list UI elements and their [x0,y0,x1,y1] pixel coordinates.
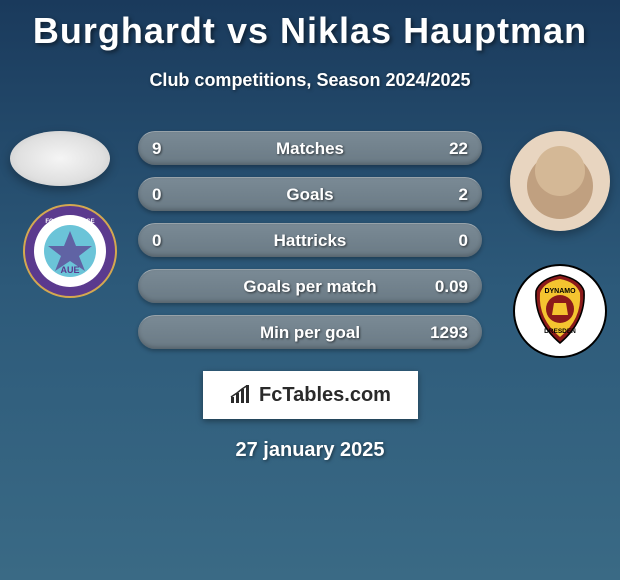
chart-icon [229,385,253,405]
stats-area: AUE FC ERZGEBIRGE DYNAMO DRESDEN 9 Match… [0,131,620,361]
date-text: 27 january 2025 [0,439,620,462]
brand-content: FcTables.com [229,384,391,407]
stats-rows: 9 Matches 22 0 Goals 2 0 Hattricks 0 Goa… [138,131,482,361]
stat-label: Goals [138,185,482,205]
player1-club-badge: AUE FC ERZGEBIRGE [20,201,120,301]
player1-name: Burghardt [33,10,216,51]
stat-label: Matches [138,139,482,159]
vs-text: vs [227,10,269,51]
stat-row-mpg: Min per goal 1293 [138,315,482,349]
player2-avatar [510,131,610,231]
stat-label: Goals per match [138,277,482,297]
club-right-text: DRESDEN [544,328,576,335]
player2-name: Niklas Hauptman [280,10,587,51]
stat-row-gpm: Goals per match 0.09 [138,269,482,303]
brand-text: FcTables.com [259,384,391,407]
stat-row-goals: 0 Goals 2 [138,177,482,211]
stat-label: Hattricks [138,231,482,251]
subtitle: Club competitions, Season 2024/2025 [0,70,620,91]
brand-box: FcTables.com [203,371,418,419]
stat-row-hattricks: 0 Hattricks 0 [138,223,482,257]
svg-text:FC ERZGEBIRGE: FC ERZGEBIRGE [45,219,94,225]
comparison-title: Burghardt vs Niklas Hauptman [0,10,620,52]
player1-avatar [10,131,110,186]
stat-label: Min per goal [138,323,482,343]
player2-club-badge: DYNAMO DRESDEN [510,261,610,361]
stat-row-matches: 9 Matches 22 [138,131,482,165]
club-left-text: AUE [60,265,79,275]
svg-text:DYNAMO: DYNAMO [544,288,576,295]
